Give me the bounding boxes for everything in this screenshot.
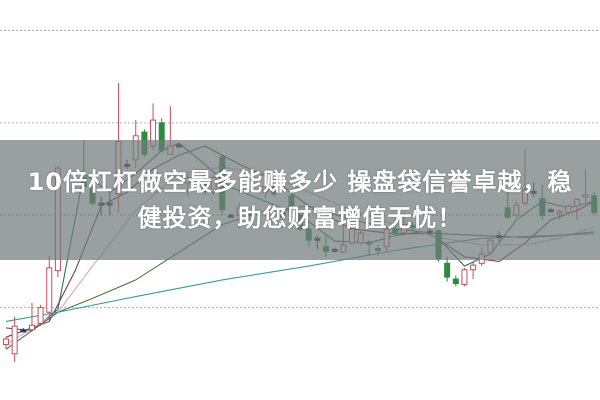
candle xyxy=(37,304,44,327)
candle xyxy=(20,327,27,333)
headline-line-2: 健投资，助您财富增值无忧！ xyxy=(137,204,463,232)
candle xyxy=(46,255,53,321)
candle-body xyxy=(452,278,459,285)
candle xyxy=(28,303,35,331)
candle-body xyxy=(470,264,477,271)
candle-body xyxy=(11,325,18,355)
candle-body xyxy=(20,329,27,333)
candle-body xyxy=(28,324,35,331)
candle xyxy=(3,337,9,350)
candle xyxy=(444,256,451,282)
candle-body xyxy=(461,269,468,286)
candle-body xyxy=(46,267,53,313)
candle xyxy=(470,261,477,279)
candle xyxy=(452,275,459,287)
candle-body xyxy=(37,307,44,324)
headline-line-1: 10倍杠杠做空最多能赚多少 操盘袋信誉卓越，稳 xyxy=(27,168,573,196)
headline-banner: 10倍杠杠做空最多能赚多少 操盘袋信誉卓越，稳 健投资，助您财富增值无忧！ xyxy=(0,140,600,260)
candle xyxy=(461,267,468,287)
candle-body xyxy=(444,262,451,278)
candle-body xyxy=(3,338,9,346)
candle xyxy=(11,316,18,363)
